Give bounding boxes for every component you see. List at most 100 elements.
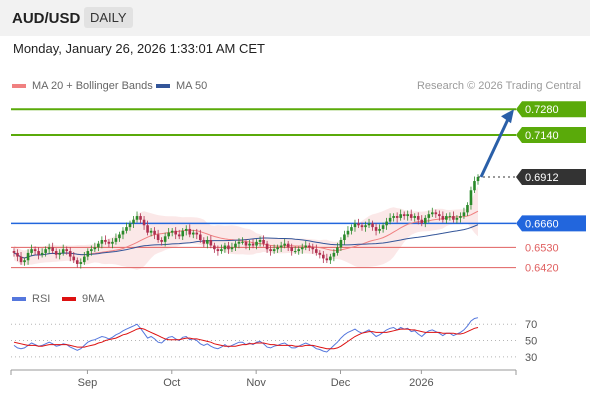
candle-body-123: [445, 216, 448, 220]
level-label-5: 0.6420: [525, 263, 559, 275]
candle-body-121: [438, 214, 441, 217]
candle-body-48: [181, 230, 185, 237]
candle-body-21: [86, 251, 90, 257]
rsi-swatch: [12, 297, 26, 301]
candle-body-25: [100, 240, 104, 244]
candle-body-29: [114, 238, 118, 242]
candle-body-10: [47, 247, 51, 250]
candle-body-12: [54, 251, 58, 255]
candle-body-75: [276, 247, 279, 250]
rsi-level-label-1: 50: [525, 336, 537, 348]
candle-body-18: [75, 260, 79, 264]
candle-body-82: [300, 247, 304, 250]
candle-body-55: [206, 240, 209, 244]
candle-body-56: [209, 240, 213, 246]
legend-ma20: MA 20 + Bollinger Bands: [12, 80, 153, 92]
candle-body-58: [216, 249, 220, 252]
x-tick-label-4: 2026: [409, 377, 433, 389]
candle-body-72: [265, 243, 269, 250]
copyright-text: Research © 2026 Trading Central: [416, 80, 581, 92]
candle-body-100: [364, 225, 367, 228]
candle-body-70: [258, 240, 262, 242]
candle-body-129: [466, 205, 469, 213]
candle-body-86: [315, 249, 318, 253]
level-label-3: 0.6660: [525, 218, 559, 230]
candle-body-30: [118, 234, 121, 239]
candle-body-27: [107, 241, 111, 244]
candle-body-105: [381, 225, 385, 229]
legend-9ma-label: 9MA: [82, 293, 105, 305]
candle-body-60: [223, 245, 227, 250]
candle-body-46: [174, 230, 177, 235]
legend-ma20-label: MA 20 + Bollinger Bands: [32, 80, 153, 92]
level-tag-1: [516, 127, 586, 143]
candle-body-126: [455, 217, 459, 220]
candle-body-32: [125, 227, 128, 231]
candle-body-19: [79, 262, 83, 264]
candle-body-3: [23, 260, 26, 263]
candle-body-38: [146, 225, 149, 233]
candle-body-42: [160, 240, 163, 242]
candle-body-122: [441, 216, 445, 220]
candle-body-94: [343, 234, 346, 240]
candle-body-34: [132, 219, 135, 224]
level-label-0: 0.7280: [525, 104, 559, 116]
candle-body-103: [374, 227, 378, 231]
candle-body-22: [90, 249, 93, 252]
candle-body-77: [283, 243, 286, 246]
rsi-level-label-2: 30: [525, 352, 537, 364]
candle-body-71: [262, 240, 265, 244]
candle-body-37: [142, 219, 146, 226]
candle-body-119: [431, 212, 434, 215]
legend-ma50-label: MA 50: [176, 80, 208, 92]
candle-body-52: [195, 232, 199, 235]
candle-body-11: [51, 247, 54, 252]
level-tag-0: [516, 101, 586, 118]
candle-body-33: [128, 223, 132, 228]
candle-body-80: [293, 251, 297, 253]
candle-body-2: [19, 256, 23, 263]
period-button[interactable]: DAILY: [84, 7, 133, 28]
candle-body-104: [378, 228, 381, 231]
candle-body-79: [290, 247, 293, 252]
forecast-arrow-head: [501, 109, 514, 124]
candle-body-132: [476, 177, 480, 182]
candle-body-128: [462, 212, 466, 217]
candle-body-69: [255, 241, 258, 246]
candle-body-47: [177, 234, 181, 237]
candle-body-74: [272, 249, 276, 252]
x-tick-label-2: Nov: [246, 377, 266, 389]
candle-body-41: [156, 234, 160, 240]
candle-body-67: [248, 243, 251, 246]
candle-body-8: [40, 252, 44, 255]
candle-body-87: [318, 252, 322, 255]
candle-body-28: [111, 241, 114, 244]
candle-body-65: [241, 241, 244, 243]
candle-body-50: [188, 228, 192, 235]
candle-body-89: [325, 258, 329, 261]
legend-ma50: MA 50: [156, 80, 207, 92]
candle-body-64: [237, 241, 241, 244]
candle-body-112: [406, 214, 409, 217]
legend-9ma: 9MA: [62, 293, 105, 305]
candle-body-95: [346, 230, 350, 235]
candle-body-108: [392, 216, 395, 218]
rsi-ma-line: [13, 327, 479, 350]
level-tag-2: [516, 169, 586, 185]
candle-body-93: [339, 240, 343, 248]
legend-rsi-label: RSI: [32, 293, 51, 305]
candle-body-23: [93, 247, 97, 250]
candle-body-109: [395, 216, 399, 218]
candle-body-88: [322, 254, 325, 259]
candle-body-127: [459, 216, 462, 218]
candle-body-35: [135, 216, 139, 220]
candle-body-53: [199, 234, 202, 240]
header-bar: AUD/USD DAILY: [0, 0, 590, 36]
candle-body-115: [416, 216, 420, 220]
legend-rsi: RSI: [12, 293, 50, 305]
candle-body-110: [399, 214, 402, 218]
candle-body-85: [311, 247, 315, 250]
candle-body-36: [139, 216, 142, 220]
candle-body-9: [44, 249, 47, 253]
